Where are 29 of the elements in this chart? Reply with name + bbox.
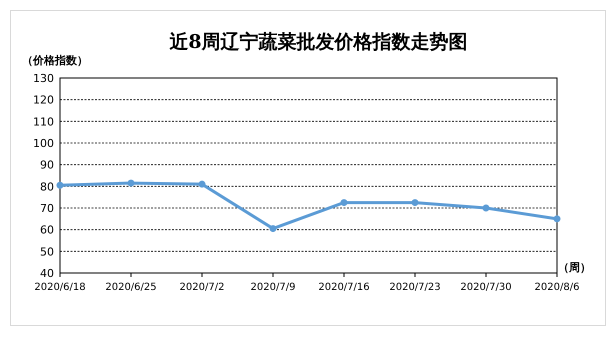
x-tick-label: 2020/6/25	[105, 282, 157, 293]
y-tick-label: 50	[40, 245, 54, 258]
chart-title: 近8周辽宁蔬菜批发价格指数走势图	[168, 31, 468, 53]
y-tick-label: 110	[33, 115, 54, 128]
y-tick-label: 130	[33, 72, 54, 85]
x-tick-label: 2020/7/9	[250, 282, 296, 293]
x-tick-label: 2020/7/2	[180, 282, 224, 293]
point	[482, 204, 490, 212]
x-tick-label: 2020/7/23	[389, 282, 441, 293]
y-tick-label: 80	[40, 180, 54, 194]
point	[270, 225, 276, 232]
point	[554, 215, 560, 222]
y-tick-label: 90	[40, 158, 54, 172]
y-tick-label: 120	[33, 94, 54, 107]
y-axis-title: （价格指数）	[22, 54, 88, 67]
y-tick-label: 70	[40, 202, 54, 215]
y-tick-label: 100	[33, 137, 54, 150]
x-tick-label: 2020/8/6	[534, 282, 580, 293]
point	[412, 199, 418, 206]
point	[128, 180, 134, 187]
x-tick-label: 2020/7/16	[318, 282, 370, 293]
point	[340, 199, 348, 206]
y-tick-label: 60	[40, 224, 54, 237]
point	[198, 180, 206, 188]
x-axis-title: （周）	[558, 261, 591, 274]
point	[56, 182, 64, 189]
y-tick-label: 40	[40, 267, 54, 280]
x-tick-label: 2020/7/30	[460, 282, 512, 293]
x-tick-label: 2020/6/18	[34, 282, 86, 293]
